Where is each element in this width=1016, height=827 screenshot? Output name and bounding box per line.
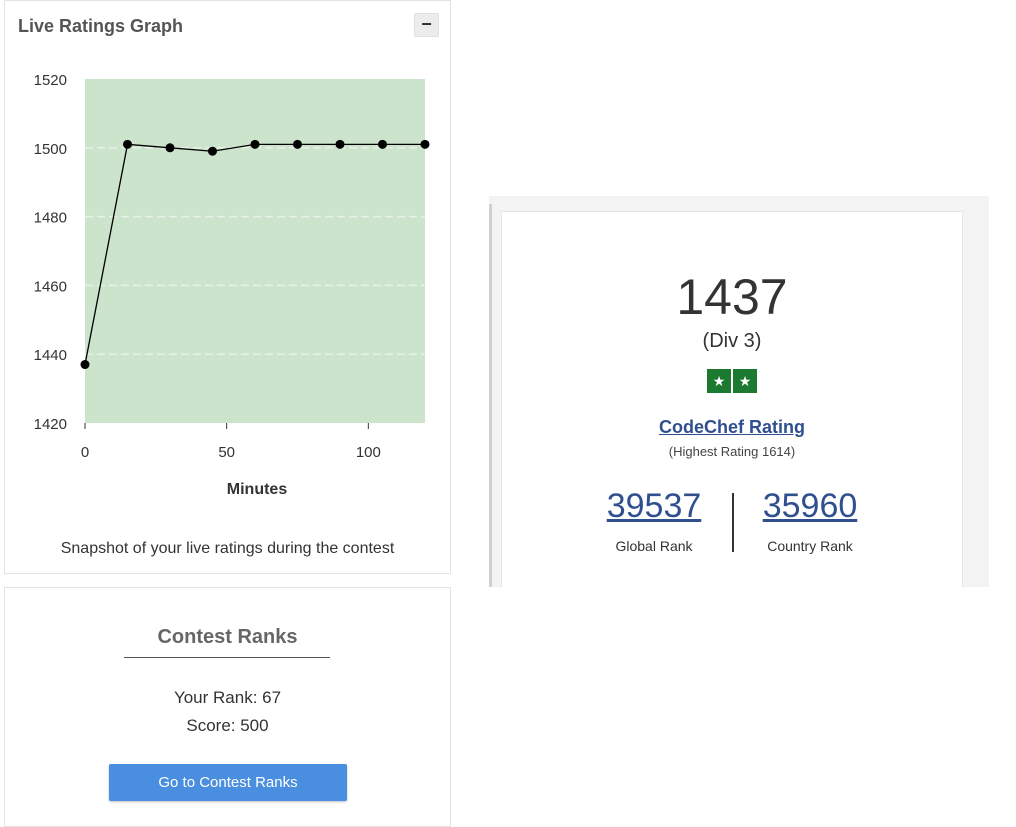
graph-caption: Snapshot of your live ratings during the…: [60, 540, 395, 557]
data-point: [420, 139, 430, 149]
y-tick-label: 1480: [34, 210, 67, 227]
x-tick-label: 0: [81, 444, 89, 461]
data-point: [208, 146, 217, 156]
rank-divider: [732, 493, 734, 552]
highest-rating-text: (Highest Rating 1614): [668, 444, 796, 459]
go-to-contest-ranks-button[interactable]: Go to Contest Ranks: [109, 764, 347, 801]
country-rank-block: 35960 Country Rank: [730, 487, 890, 554]
y-tick-label: 1420: [34, 416, 67, 433]
y-tick-label: 1440: [34, 347, 67, 364]
contest-ranks-title: Contest Ranks: [157, 626, 298, 648]
live-ratings-panel: Live Ratings Graph − 1420 1440 1460 1480 150…: [4, 0, 451, 574]
y-tick-label: 1460: [34, 278, 67, 295]
global-rank-link[interactable]: 39537: [606, 487, 702, 525]
plot-area: [85, 79, 425, 423]
your-rank-text: Your Rank: 67: [173, 688, 282, 707]
star-badge: ★ ★: [707, 369, 757, 393]
collapse-button[interactable]: −: [414, 13, 439, 37]
global-rank-label: Global Rank: [615, 538, 693, 554]
x-axis-label: Minutes: [227, 481, 288, 498]
data-point: [165, 143, 175, 153]
data-point: [335, 139, 345, 149]
title-divider: [124, 657, 330, 658]
score-text: Score: 500: [186, 716, 269, 735]
x-tick-label: 100: [356, 444, 381, 461]
panel-title: Live Ratings Graph: [18, 16, 184, 36]
global-rank-block: 39537 Global Rank: [574, 487, 734, 554]
country-rank-link[interactable]: 35960: [762, 487, 858, 525]
codechef-rating-link[interactable]: CodeChef Rating: [659, 417, 805, 437]
data-point: [378, 139, 387, 149]
rating-card-edge: [489, 204, 492, 587]
data-point: [80, 360, 90, 370]
data-point: [293, 139, 302, 149]
live-ratings-chart: 1420 1440 1460 1480 1500 1520 0 50 100 Minutes: [34, 72, 430, 498]
y-tick-label: 1500: [34, 141, 67, 158]
y-tick-label: 1520: [34, 72, 67, 89]
x-tick-label: 50: [218, 444, 235, 461]
rating-card: 1437 (Div 3) ★ ★ CodeChef Rating (Highes…: [501, 211, 963, 587]
country-rank-label: Country Rank: [767, 538, 853, 554]
data-point: [123, 139, 132, 149]
star-icon: ★: [707, 369, 731, 393]
data-point: [250, 139, 260, 149]
division-label: (Div 3): [702, 330, 762, 352]
contest-ranks-panel: Contest Ranks Your Rank: 67 Score: 500 G…: [4, 587, 451, 827]
current-rating: 1437: [676, 269, 788, 325]
star-icon: ★: [733, 369, 757, 393]
